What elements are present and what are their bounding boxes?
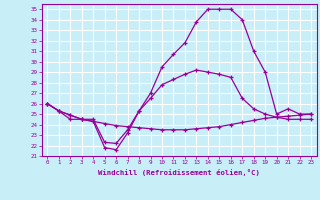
X-axis label: Windchill (Refroidissement éolien,°C): Windchill (Refroidissement éolien,°C) xyxy=(98,169,260,176)
